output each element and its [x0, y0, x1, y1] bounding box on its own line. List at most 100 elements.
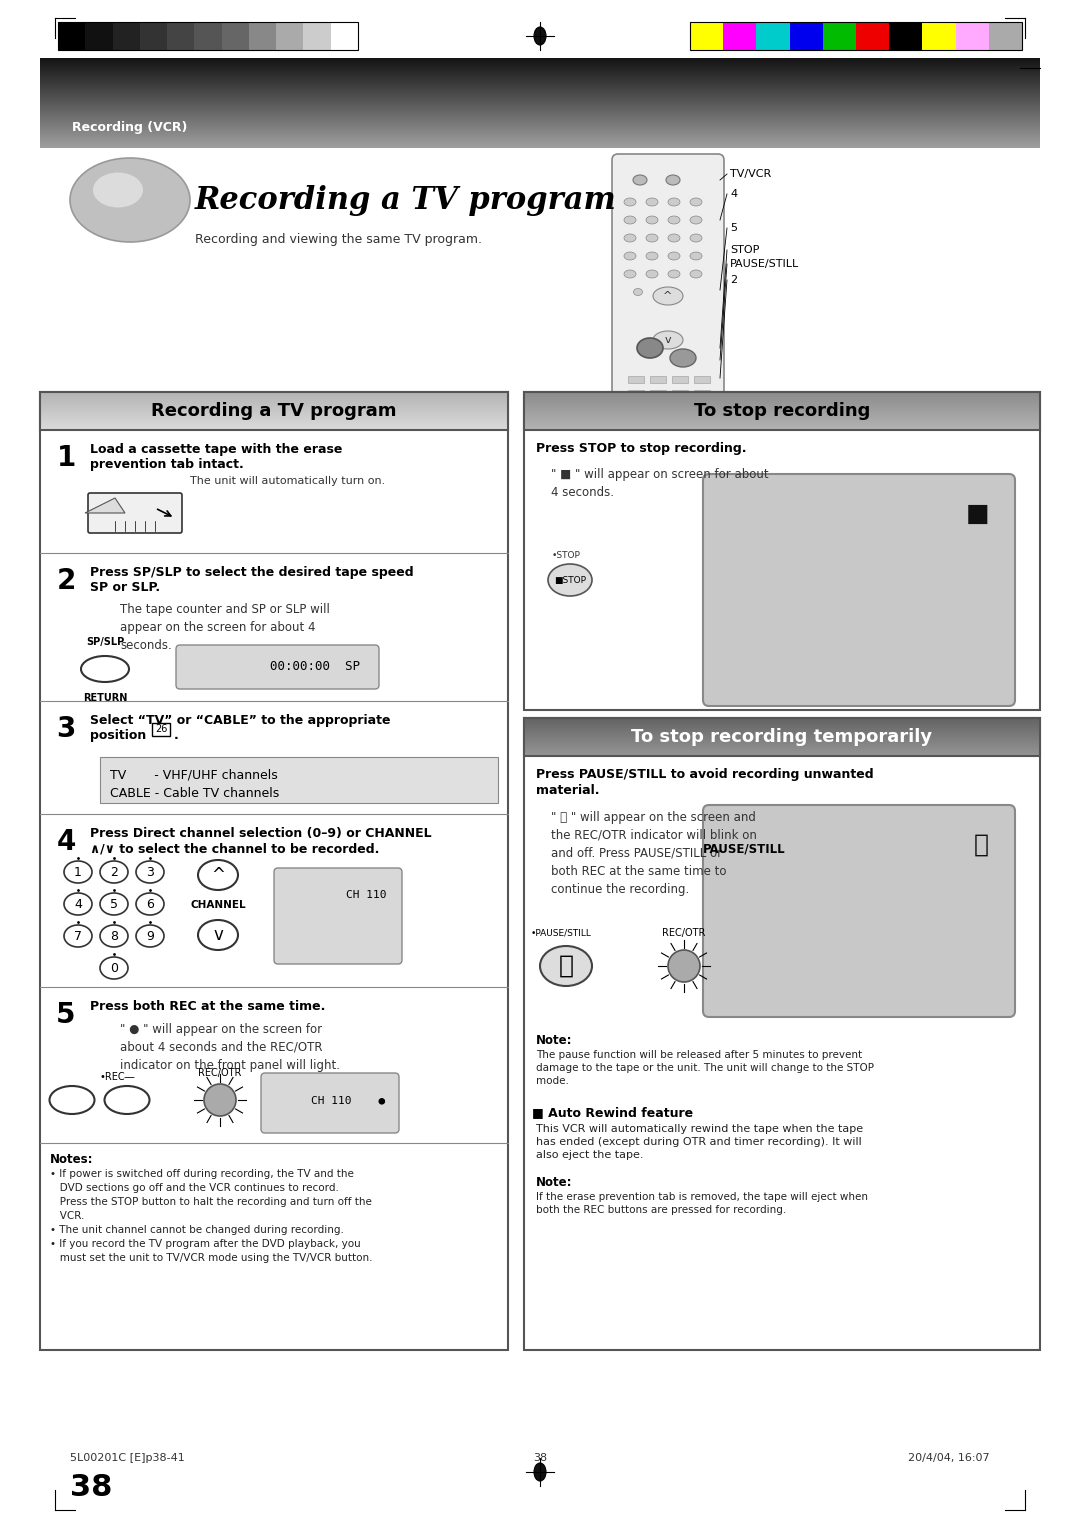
Bar: [672, 403, 688, 411]
Ellipse shape: [136, 892, 164, 915]
Text: 38: 38: [70, 1473, 112, 1502]
FancyBboxPatch shape: [261, 1073, 399, 1132]
Ellipse shape: [540, 946, 592, 986]
Text: TV       - VHF/UHF channels: TV - VHF/UHF channels: [110, 769, 278, 782]
Text: 9: 9: [146, 929, 154, 943]
Ellipse shape: [690, 234, 702, 241]
Text: Recording a TV program: Recording a TV program: [151, 402, 396, 420]
Ellipse shape: [661, 289, 671, 295]
Text: 3: 3: [56, 715, 76, 743]
Bar: [627, 390, 644, 397]
Text: " ● " will appear on the screen for
about 4 seconds and the REC/OTR
indicator on: " ● " will appear on the screen for abou…: [120, 1024, 340, 1073]
FancyBboxPatch shape: [703, 474, 1015, 706]
Bar: [40, 393, 508, 1351]
Text: ■: ■: [966, 503, 989, 526]
Text: Load a cassette tape with the erase: Load a cassette tape with the erase: [90, 443, 342, 455]
Ellipse shape: [64, 924, 92, 947]
Text: 2: 2: [56, 567, 76, 594]
Text: 5: 5: [56, 1001, 76, 1028]
Text: Press STOP to stop recording.: Press STOP to stop recording.: [536, 442, 746, 455]
Bar: [650, 376, 666, 384]
Text: • If you record the TV program after the DVD playback, you: • If you record the TV program after the…: [50, 1239, 361, 1248]
Text: Select “TV” or “CABLE” to the appropriate: Select “TV” or “CABLE” to the appropriat…: [90, 714, 391, 727]
Text: Notes:: Notes:: [50, 1154, 94, 1166]
Bar: [694, 376, 710, 384]
Bar: [694, 390, 710, 397]
Ellipse shape: [548, 564, 592, 596]
Text: Note:: Note:: [536, 1177, 572, 1189]
Bar: [650, 403, 666, 411]
Ellipse shape: [670, 348, 696, 367]
Bar: [303, 21, 330, 50]
Text: TV/VCR: TV/VCR: [730, 170, 771, 179]
Text: VCR.: VCR.: [50, 1212, 84, 1221]
Ellipse shape: [100, 892, 129, 915]
Ellipse shape: [624, 234, 636, 241]
Text: 38: 38: [532, 1453, 548, 1462]
Ellipse shape: [93, 173, 143, 208]
Bar: [650, 390, 666, 397]
Bar: [789, 21, 823, 50]
Bar: [100, 756, 498, 804]
Text: v: v: [213, 926, 222, 944]
Text: ∧/∨ to select the channel to be recorded.: ∧/∨ to select the channel to be recorded…: [90, 842, 379, 856]
Ellipse shape: [624, 270, 636, 278]
Bar: [627, 376, 644, 384]
Ellipse shape: [669, 215, 680, 225]
Ellipse shape: [100, 957, 129, 979]
Ellipse shape: [50, 1086, 95, 1114]
Text: .: .: [174, 729, 179, 743]
Ellipse shape: [669, 234, 680, 241]
Ellipse shape: [198, 860, 238, 889]
Text: ^: ^: [663, 290, 673, 301]
Bar: [672, 390, 688, 397]
Bar: [40, 393, 508, 429]
Bar: [167, 21, 194, 50]
Text: Press PAUSE/STILL to avoid recording unwanted: Press PAUSE/STILL to avoid recording unw…: [536, 769, 874, 781]
Bar: [922, 21, 956, 50]
Ellipse shape: [669, 950, 700, 983]
Text: 2: 2: [730, 275, 738, 286]
Text: 00:00:00  SP: 00:00:00 SP: [270, 660, 360, 674]
Ellipse shape: [534, 28, 546, 44]
Bar: [85, 21, 112, 50]
Bar: [194, 21, 221, 50]
Text: prevention tab intact.: prevention tab intact.: [90, 458, 244, 471]
Text: 1: 1: [75, 865, 82, 879]
Ellipse shape: [666, 176, 680, 185]
Text: This VCR will automatically rewind the tape when the tape
has ended (except duri: This VCR will automatically rewind the t…: [536, 1125, 863, 1160]
Text: To stop recording temporarily: To stop recording temporarily: [632, 727, 932, 746]
Ellipse shape: [653, 287, 683, 306]
Text: RETURN: RETURN: [83, 694, 127, 703]
Text: Press both REC at the same time.: Press both REC at the same time.: [90, 999, 325, 1013]
Text: PAUSE/STILL: PAUSE/STILL: [730, 260, 799, 269]
Bar: [694, 403, 710, 411]
Text: CH 110: CH 110: [346, 889, 386, 900]
Text: ⏸: ⏸: [974, 833, 989, 857]
Ellipse shape: [669, 270, 680, 278]
Text: To stop recording: To stop recording: [693, 402, 870, 420]
Ellipse shape: [634, 289, 643, 295]
Bar: [248, 21, 276, 50]
Ellipse shape: [70, 157, 190, 241]
Text: 7: 7: [75, 929, 82, 943]
Text: CHANNEL: CHANNEL: [190, 900, 246, 911]
Ellipse shape: [646, 215, 658, 225]
FancyBboxPatch shape: [87, 494, 183, 533]
FancyBboxPatch shape: [703, 805, 1015, 1018]
Ellipse shape: [653, 332, 683, 348]
Ellipse shape: [81, 656, 129, 681]
Text: •STOP: •STOP: [552, 552, 581, 559]
Text: material.: material.: [536, 784, 599, 798]
Ellipse shape: [690, 270, 702, 278]
Ellipse shape: [690, 199, 702, 206]
Ellipse shape: [64, 892, 92, 915]
Text: REC/OTR: REC/OTR: [662, 927, 705, 938]
Text: •PAUSE/STILL: •PAUSE/STILL: [531, 929, 592, 938]
Text: 3: 3: [146, 865, 154, 879]
Text: 0: 0: [110, 961, 118, 975]
Bar: [221, 21, 248, 50]
Bar: [956, 21, 989, 50]
Bar: [756, 21, 789, 50]
Text: • The unit channel cannot be changed during recording.: • The unit channel cannot be changed dur…: [50, 1225, 343, 1235]
